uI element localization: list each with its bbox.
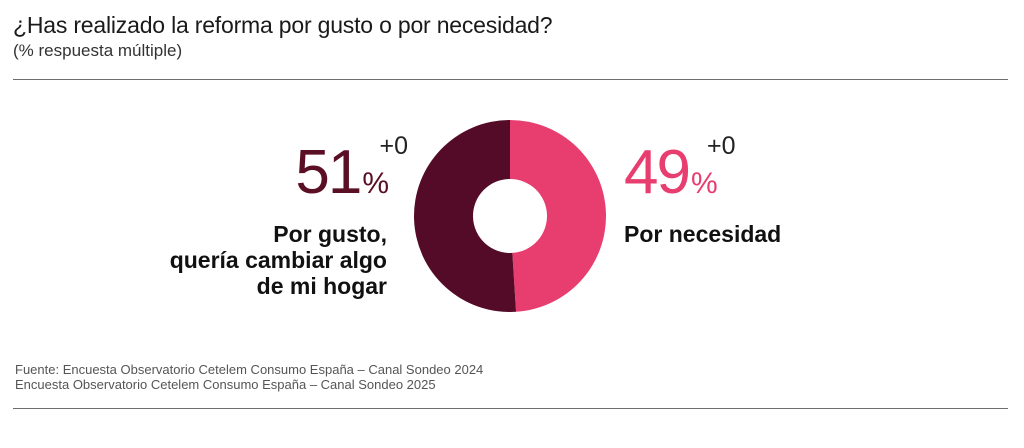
chart-title: ¿Has realizado la reforma por gusto o po… xyxy=(13,12,553,38)
donut-slice-por-gusto-quer-a-cambiar-algo-de-mi-hogar xyxy=(414,120,517,312)
stat-por-gusto: 51% +0 Por gusto, quería cambiar algo de… xyxy=(169,132,408,299)
stat-por-necesidad: 49% +0 Por necesidad xyxy=(624,132,782,247)
source-line-1: Fuente: Encuesta Observatorio Cetelem Co… xyxy=(15,362,484,377)
chart-subtitle: (% respuesta múltiple) xyxy=(13,41,183,60)
por-gusto-label: Por gusto, quería cambiar algo de mi hog… xyxy=(169,221,387,299)
donut-slice-por-necesidad xyxy=(510,120,606,312)
por-gusto-value: 51% xyxy=(295,138,389,207)
por-necesidad-change: +0 xyxy=(707,132,736,160)
top-divider xyxy=(13,79,1008,80)
por-necesidad-label: Por necesidad xyxy=(624,221,782,247)
bottom-divider xyxy=(13,408,1008,409)
por-necesidad-value: 49% xyxy=(624,138,718,207)
por-gusto-change: +0 xyxy=(379,132,408,160)
source-line-2: Encuesta Observatorio Cetelem Consumo Es… xyxy=(15,377,436,392)
donut-chart xyxy=(414,120,606,312)
